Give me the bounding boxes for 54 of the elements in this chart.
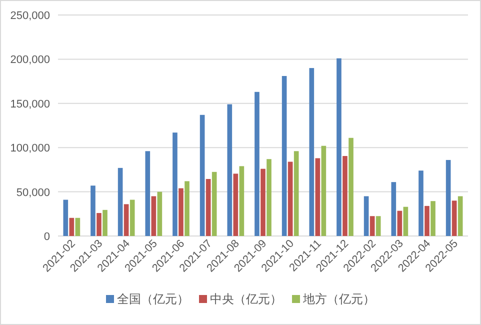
bar <box>96 213 102 236</box>
bar <box>403 206 408 236</box>
legend-label: 地方（亿元） <box>302 292 375 306</box>
bar <box>282 76 287 236</box>
bar <box>418 170 424 236</box>
legend-label: 中央（亿元） <box>210 292 282 306</box>
bar <box>336 58 342 236</box>
y-tick-label: 250,000 <box>10 10 50 22</box>
y-tick-label: 200,000 <box>10 54 50 66</box>
bar <box>157 192 162 236</box>
bar <box>266 159 272 236</box>
bar <box>178 188 184 236</box>
bar <box>212 172 217 236</box>
bar <box>376 216 381 236</box>
bar <box>130 200 135 236</box>
y-tick-label: 150,000 <box>10 98 50 110</box>
bar <box>227 104 232 236</box>
y-tick-label: 50,000 <box>16 186 50 199</box>
bar <box>294 151 299 236</box>
bar <box>260 168 266 236</box>
bar <box>254 92 260 236</box>
bar <box>102 210 108 236</box>
bar <box>90 186 96 236</box>
bar <box>315 158 320 236</box>
bar <box>200 114 205 236</box>
bar <box>63 200 68 236</box>
bar <box>364 196 369 236</box>
bar <box>75 218 80 236</box>
bar <box>184 181 190 236</box>
bar <box>288 162 293 236</box>
bar <box>118 168 123 236</box>
bar <box>206 178 211 236</box>
bar <box>309 68 314 236</box>
bar <box>452 200 457 236</box>
y-tick-label: 100,000 <box>10 142 50 155</box>
bar <box>430 201 436 236</box>
bar <box>239 166 244 236</box>
bar <box>69 218 74 236</box>
bar <box>348 138 354 236</box>
y-tick-label: 0 <box>44 231 50 243</box>
bar <box>151 196 156 236</box>
bar <box>172 132 178 236</box>
bar <box>233 174 238 236</box>
bar <box>321 146 326 236</box>
bar <box>446 160 451 236</box>
bar <box>370 216 375 236</box>
bar <box>124 204 129 236</box>
bar <box>397 210 402 236</box>
bar <box>391 182 396 236</box>
legend-label: 全国（亿元） <box>117 292 189 306</box>
bar <box>342 156 348 236</box>
bar <box>458 196 463 236</box>
bar <box>145 151 150 236</box>
bar <box>424 206 430 236</box>
